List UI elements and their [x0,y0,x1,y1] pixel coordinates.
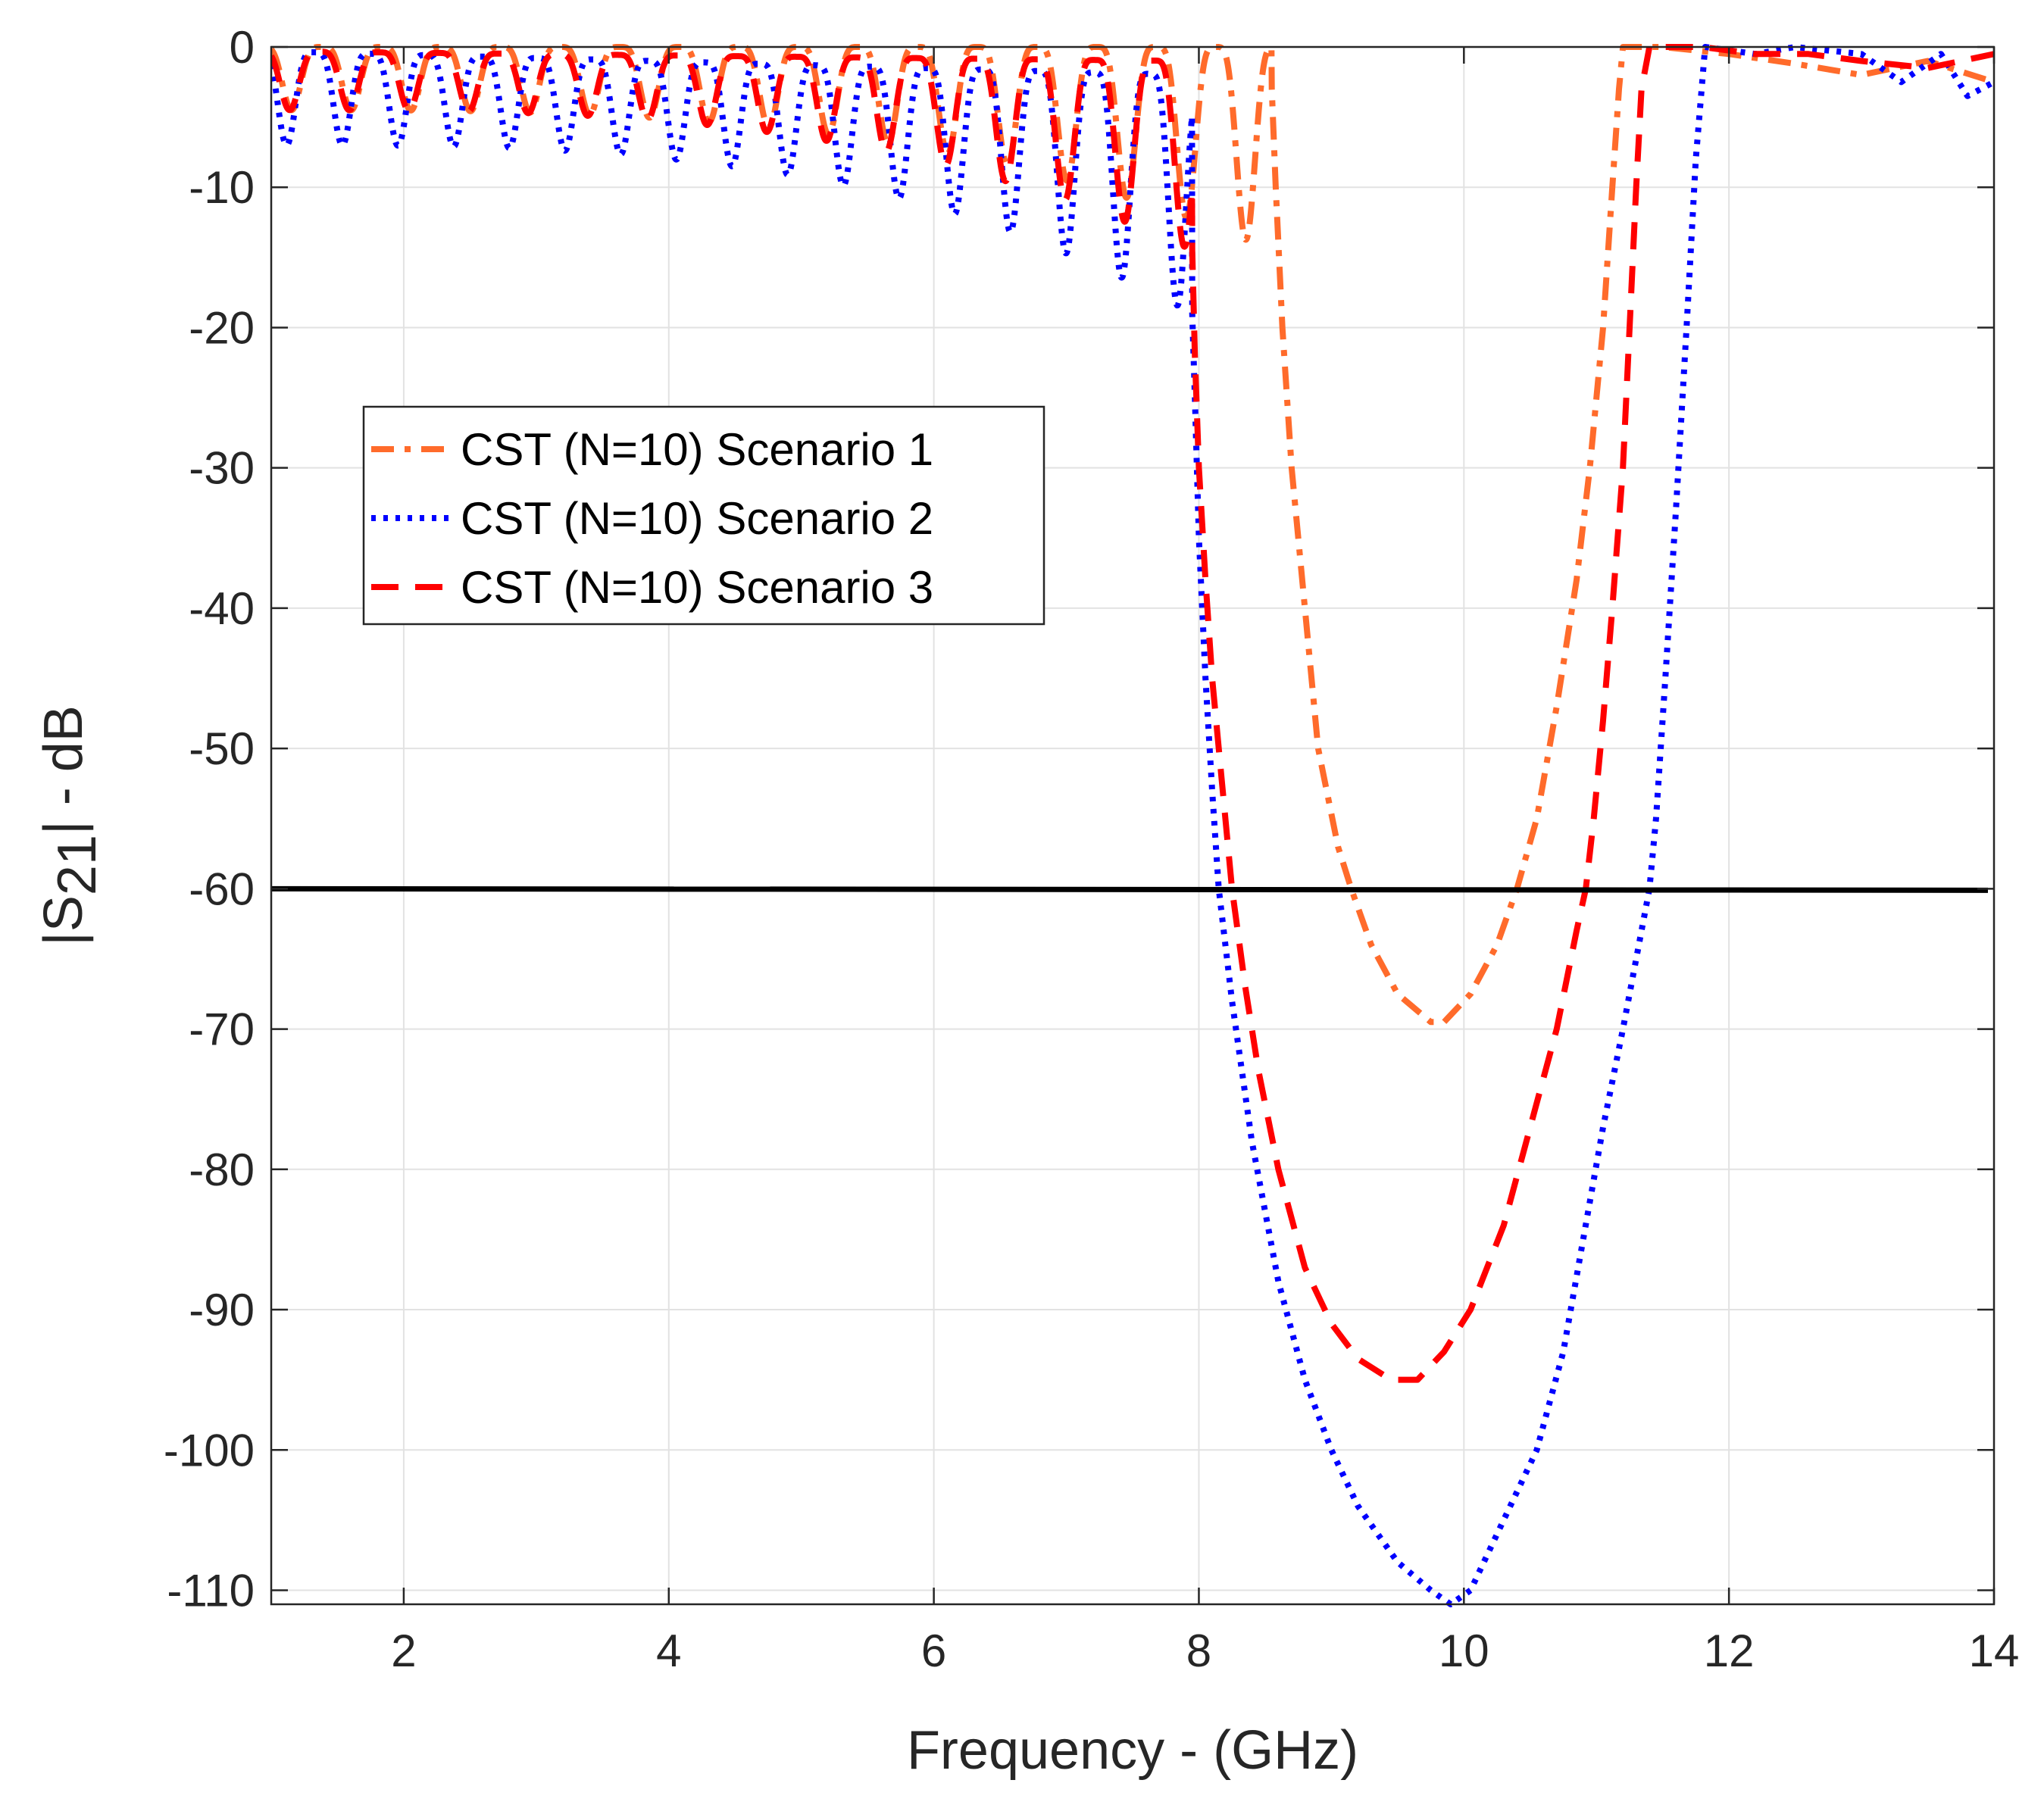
y-tick-label: -10 [189,162,255,213]
y-tick-labels: 0 -10 -20 -30 -40 -50 -60 -70 -80 -90 -100 -110 [164,22,255,1616]
x-tick-label: 8 [1186,1625,1211,1676]
y-tick-label: -110 [167,1565,255,1616]
y-tick-label: -50 [189,723,255,774]
legend-label-scenario-2: CST (N=10) Scenario 2 [461,493,933,544]
legend-box [362,405,1045,626]
reference-line-minus-60 [270,885,1989,893]
series-line-scenario-3 [271,44,1994,1383]
y-tick-label: -40 [189,583,255,634]
x-tick-labels: 2 4 6 8 10 12 14 [391,1625,2019,1676]
series-layer [271,44,1994,1607]
y-axis-label-suffix: | - dB [33,705,94,835]
y-tick-label: -60 [189,863,255,914]
y-tick-label: -80 [189,1145,255,1195]
y-axis-label-prefix: |S [33,895,94,946]
x-tick-label: 2 [391,1625,416,1676]
y-axis-label-subscript: 21 [47,835,108,895]
y-tick-label: -20 [189,302,255,353]
y-tick-label: 0 [230,22,255,73]
plot-frame [270,45,1996,1606]
plot-background [271,47,1994,1604]
y-tick-label: -100 [164,1425,255,1476]
legend: CST (N=10) Scenario 1 CST (N=10) Scenari… [362,405,1045,626]
series-line-scenario-2 [271,44,1994,1607]
series-line-scenario-1 [271,44,1994,1026]
y-tick-label: -30 [189,443,255,494]
legend-label-scenario-1: CST (N=10) Scenario 1 [461,424,933,475]
x-tick-label: 6 [921,1625,946,1676]
x-tick-label: 12 [1704,1625,1755,1676]
y-axis-label: |S21| - dB [33,705,108,946]
x-tick-label: 10 [1439,1625,1489,1676]
x-tick-label: 14 [1969,1625,2020,1676]
y-tick-label: -90 [189,1285,255,1335]
legend-label-scenario-3: CST (N=10) Scenario 3 [461,562,933,613]
x-tick-label: 4 [656,1625,681,1676]
x-axis-label: Frequency - (GHz) [907,1720,1358,1781]
y-tick-label: -70 [189,1004,255,1055]
ticks [271,45,1996,1604]
